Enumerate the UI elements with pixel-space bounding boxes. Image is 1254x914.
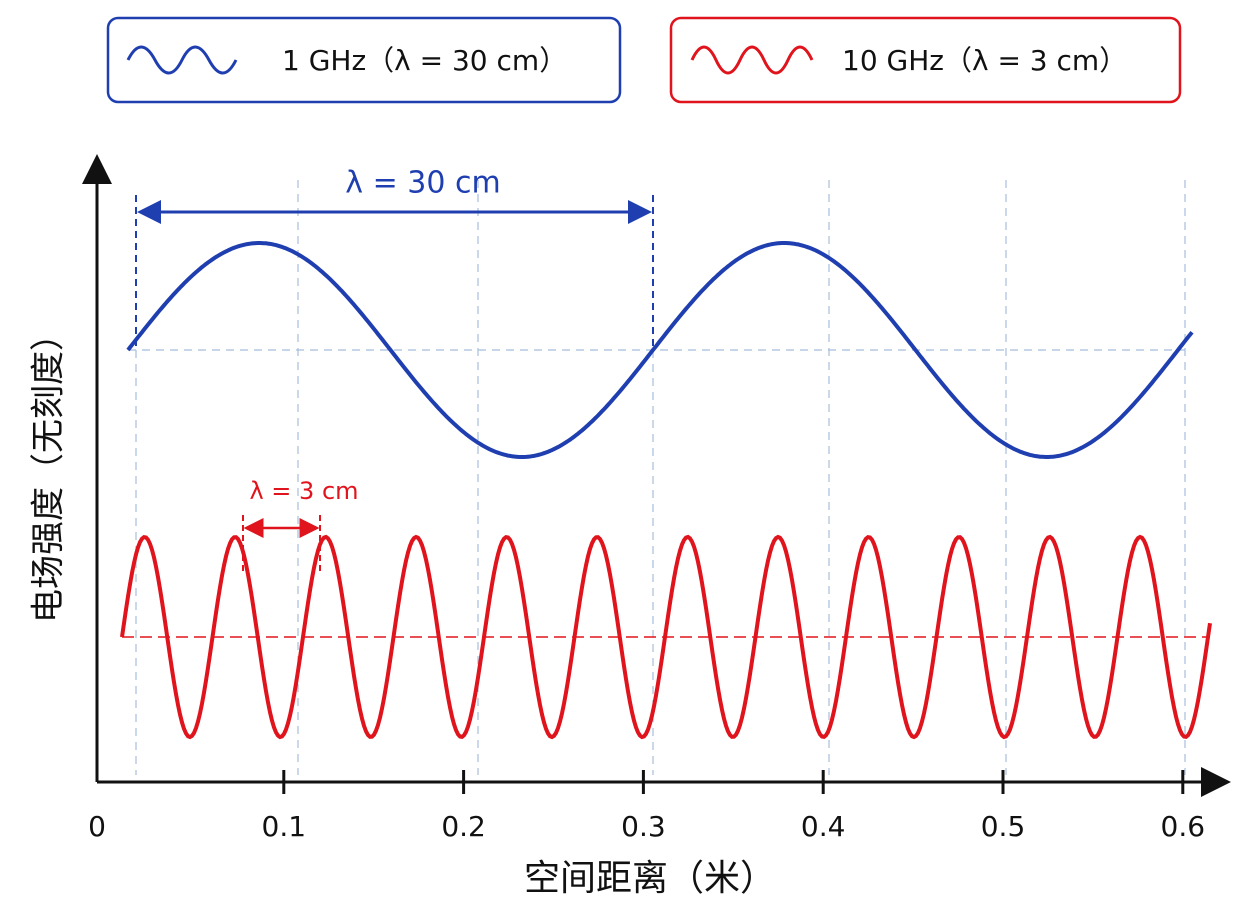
legend-icon	[126, 45, 238, 75]
legend-icon	[690, 45, 814, 75]
blue-wave	[126, 241, 1194, 459]
legend-box	[106, 16, 622, 104]
x-tick-label: 0.4	[801, 810, 846, 843]
red-wave	[120, 534, 1212, 740]
x-tick-label: 0.3	[621, 810, 666, 843]
legend-label: 1 GHz（λ = 30 cm）	[282, 44, 567, 77]
blue-wavelength-label: λ = 30 cm	[345, 166, 500, 201]
x-tick-label: 0.1	[262, 810, 307, 843]
x-axis-label: 空间距离（米）	[524, 858, 776, 899]
x-tick-label: 0.6	[1161, 810, 1206, 843]
x-tick-label: 0.5	[981, 810, 1026, 843]
red-wavelength-guides	[242, 515, 321, 575]
x-tick-label: 0	[88, 810, 106, 843]
x-tick-label: 0.2	[441, 810, 486, 843]
blue-wavelength-guides	[135, 195, 654, 350]
red-wavelength-label: λ = 3 cm	[249, 477, 358, 505]
legend-box	[669, 16, 1182, 104]
y-axis-label: 电场强度（无刻度）	[29, 317, 69, 623]
legend-label: 10 GHz（λ = 3 cm）	[842, 44, 1127, 77]
